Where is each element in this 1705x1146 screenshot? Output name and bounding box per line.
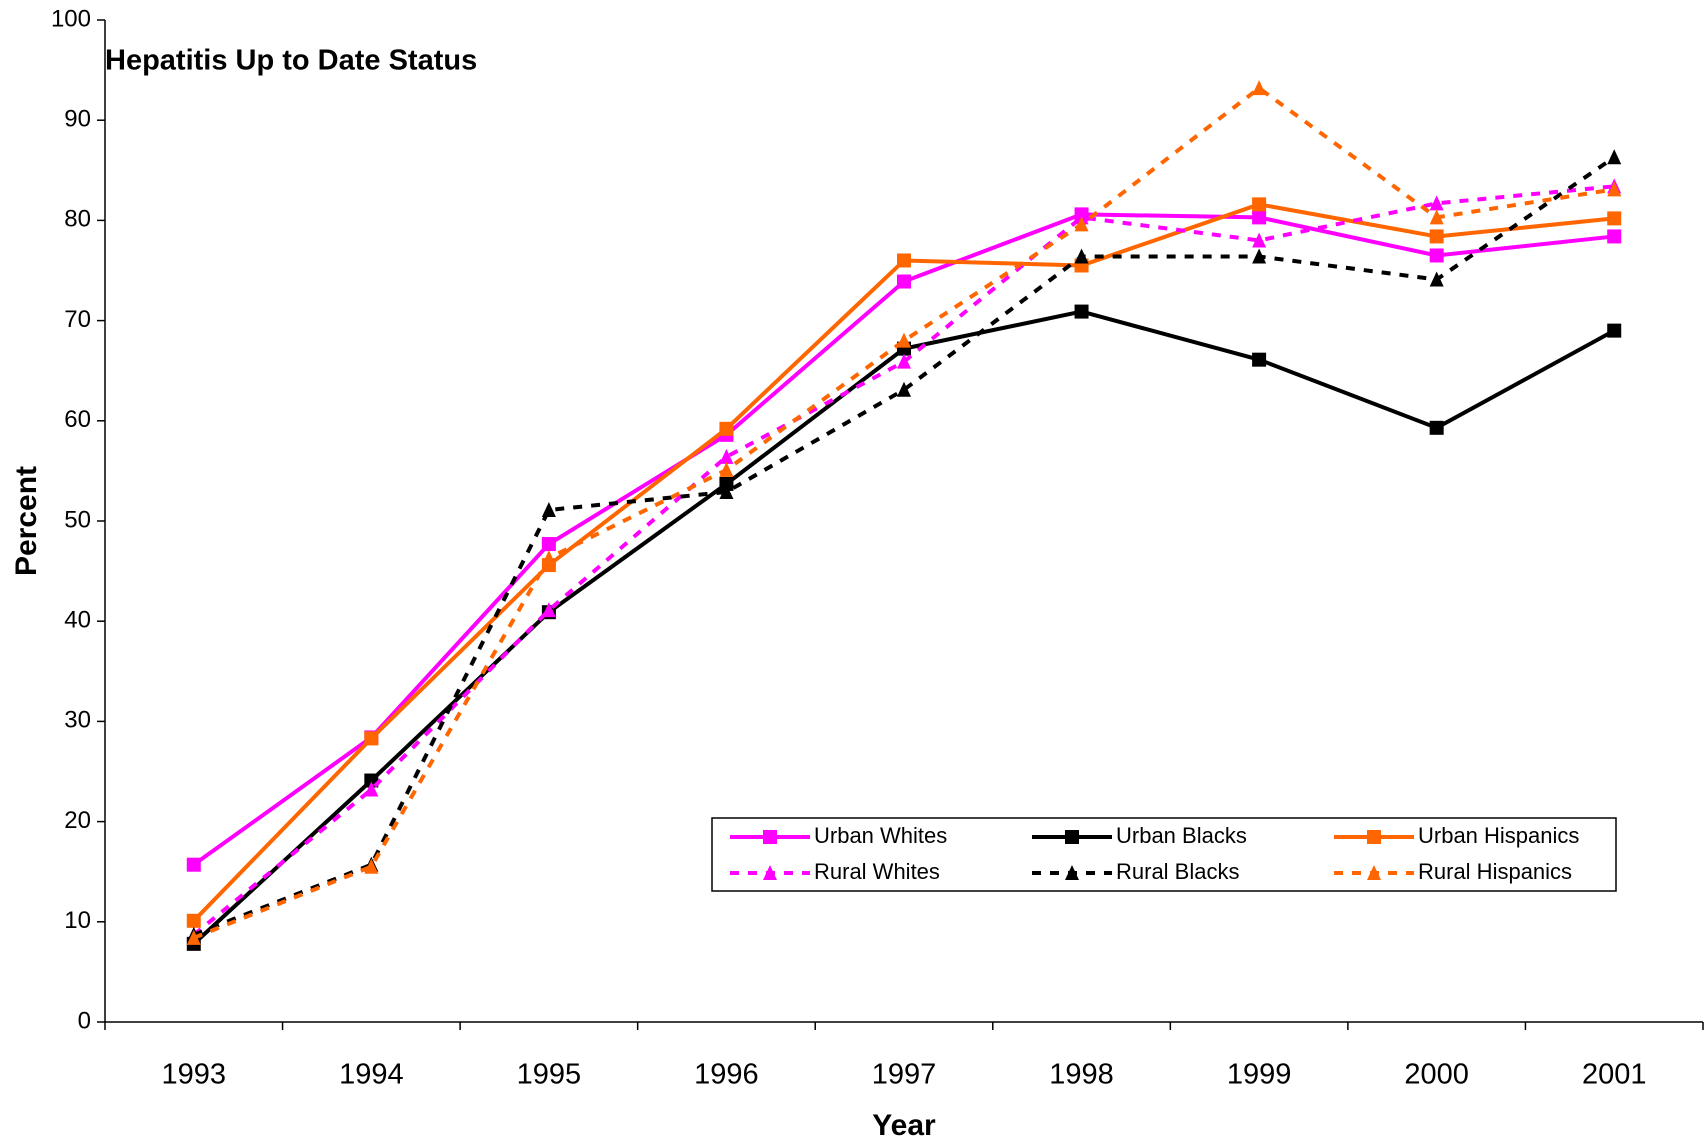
legend-marker	[1367, 830, 1381, 844]
y-tick-label: 80	[64, 206, 91, 233]
x-tick-label: 2001	[1582, 1059, 1647, 1091]
marker	[1252, 232, 1267, 248]
x-tick-label: 1998	[1049, 1059, 1114, 1091]
marker	[364, 731, 379, 746]
y-axis-label: Percent	[10, 466, 43, 576]
marker	[186, 857, 201, 872]
marker	[897, 381, 911, 397]
x-tick-label: 1995	[517, 1059, 582, 1091]
marker	[1607, 181, 1622, 197]
marker	[897, 274, 911, 289]
legend-box	[711, 817, 1617, 892]
marker	[1429, 420, 1444, 435]
marker	[719, 421, 734, 436]
marker	[1252, 248, 1267, 264]
legend-label: Urban Hispanics	[1418, 823, 1579, 848]
y-tick-label: 30	[64, 707, 91, 734]
marker	[1074, 248, 1089, 264]
marker	[1429, 248, 1444, 263]
x-tick-label: 1993	[162, 1059, 227, 1091]
x-tick-label: 2000	[1404, 1059, 1469, 1091]
marker	[1429, 229, 1444, 244]
legend-marker	[763, 830, 777, 844]
x-tick-label: 1997	[872, 1059, 937, 1091]
marker	[186, 913, 201, 928]
series-line	[192, 184, 1615, 937]
y-tick-label: 60	[64, 406, 91, 433]
marker	[1607, 323, 1622, 338]
marker	[541, 537, 556, 552]
x-tick-label: 1994	[339, 1059, 404, 1091]
marker	[541, 501, 556, 517]
marker	[1252, 210, 1267, 225]
legend-marker	[763, 865, 777, 880]
y-tick-label: 10	[64, 907, 91, 934]
legend-marker	[1065, 865, 1079, 880]
series-line	[193, 85, 1615, 940]
y-tick-label: 40	[64, 607, 91, 634]
y-tick-label: 70	[64, 306, 91, 333]
y-tick-label: 20	[64, 807, 91, 834]
marker	[897, 332, 911, 348]
marker	[541, 602, 556, 618]
marker	[719, 483, 734, 499]
marker	[897, 353, 911, 369]
legend-label: Urban Whites	[814, 823, 947, 848]
legend: Urban Whites Urban Blacks Urban Hispanics R…	[711, 817, 1617, 892]
y-tick-label: 90	[64, 106, 91, 133]
y-tick-label: 0	[78, 1007, 91, 1034]
x-tick-label: 1996	[694, 1059, 759, 1091]
marker	[1429, 195, 1444, 211]
marker	[1607, 229, 1622, 244]
marker	[186, 929, 201, 945]
y-tick-label: 50	[64, 506, 91, 533]
x-tick-label: 1999	[1227, 1059, 1292, 1091]
legend-label: Rural Hispanics	[1418, 859, 1572, 884]
legend-label: Rural Whites	[814, 859, 940, 884]
legend-marker	[1367, 865, 1381, 880]
marker	[1429, 271, 1444, 287]
marker	[1607, 149, 1622, 165]
marker	[364, 858, 379, 874]
marker	[364, 781, 379, 797]
y-tick-label: 100	[51, 5, 91, 32]
marker	[541, 550, 556, 566]
marker	[719, 461, 734, 477]
x-axis-label: Year	[872, 1109, 936, 1142]
legend-marker	[1065, 830, 1079, 844]
marker	[1429, 209, 1444, 225]
legend-label: Urban Blacks	[1116, 823, 1247, 848]
marker	[1074, 304, 1089, 319]
marker	[1252, 80, 1267, 96]
series-line	[192, 202, 1615, 923]
marker	[897, 253, 911, 268]
marker	[719, 476, 734, 491]
marker	[1252, 197, 1267, 212]
marker	[1252, 352, 1267, 367]
series-line	[192, 212, 1615, 867]
legend-label: Rural Blacks	[1116, 859, 1239, 884]
marker	[719, 448, 734, 464]
marker	[1074, 216, 1089, 232]
chart-title: Hepatitis Up to Date Status	[105, 45, 477, 77]
marker	[1607, 211, 1622, 226]
